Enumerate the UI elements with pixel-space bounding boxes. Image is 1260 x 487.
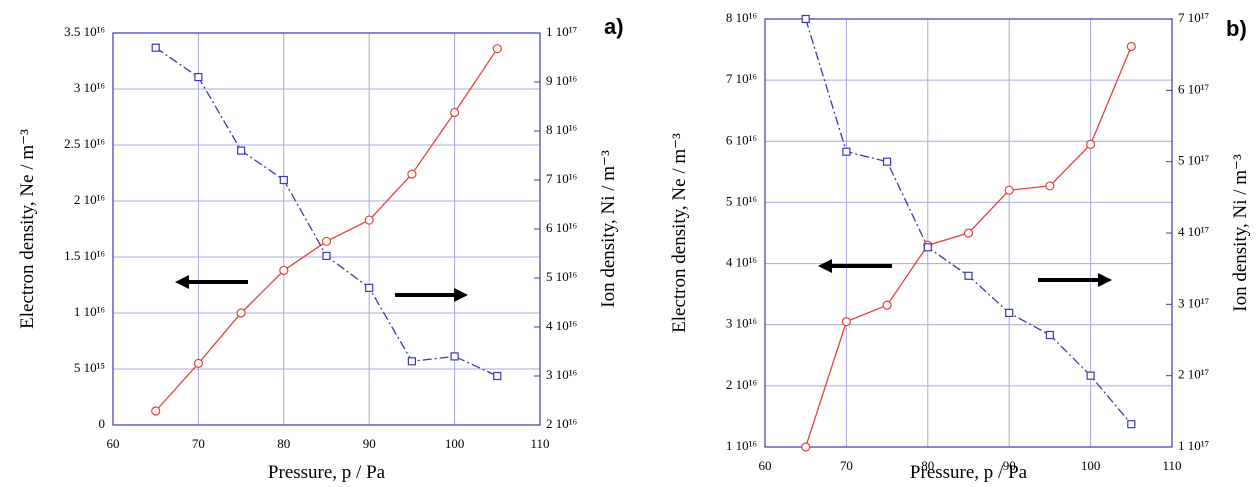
series-line [805,46,1132,448]
square-marker [450,352,459,361]
circle-marker [151,406,161,416]
circle-marker [407,169,417,179]
square-marker [882,157,892,166]
circle-marker [364,215,374,225]
x-tick-label: 90 [363,436,376,451]
x-axis-title: Pressure, p / Pa [268,462,386,483]
square-marker [1127,420,1136,429]
square-marker [1086,371,1095,380]
y2-tick-label: 2 10¹⁶ [546,416,577,431]
circle-marker [1045,181,1055,191]
plot-frame [764,18,1173,448]
y-tick-label: 2 10¹⁶ [726,377,757,392]
square-marker [1045,330,1055,340]
y-tick-label: 1 10¹⁶ [74,304,105,319]
square-marker [322,251,331,261]
series-line [155,48,498,412]
y2-tick-label: 8 10¹⁶ [546,122,577,137]
y-tick-label: 3 10¹⁶ [726,316,757,331]
square-marker [842,147,851,156]
arrow-head [175,275,189,289]
x-tick-label: 110 [1162,458,1181,473]
y2-axis-title: Ion density, Ni / m⁻³ [1230,154,1251,312]
y2-tick-label: 6 10¹⁶ [546,220,577,235]
y-tick-label: 5 10¹⁶ [726,193,757,208]
square-marker [964,271,973,280]
x-tick-label: 70 [192,436,205,451]
x-tick-label: 60 [759,458,772,473]
y2-tick-label: 1 10¹⁷ [546,24,577,39]
y-axis-title: Electron density, Ne / m⁻³ [17,129,38,329]
y-tick-label: 5 10¹⁵ [74,360,105,375]
circle-marker [1126,41,1136,52]
x-tick-label: 100 [445,436,465,451]
y2-tick-label: 7 10¹⁷ [1178,10,1209,25]
y-tick-label: 7 10¹⁶ [726,71,757,86]
circle-marker [450,107,460,118]
y-tick-label: 1 10¹⁶ [726,438,757,453]
arrow-head [1098,273,1112,287]
y2-tick-label: 3 10¹⁷ [1178,295,1209,310]
y-tick-label: 8 10¹⁶ [726,10,757,25]
circle-marker [279,265,289,276]
y-tick-label: 2 10¹⁶ [74,192,105,207]
circle-marker [801,442,811,452]
square-marker [923,243,932,252]
y2-tick-label: 5 10¹⁶ [546,269,577,284]
panel-label: a) [604,14,624,39]
square-marker [151,43,160,52]
circle-marker [882,300,892,310]
y2-tick-label: 5 10¹⁷ [1178,153,1209,168]
circle-marker [1004,185,1014,195]
y-tick-label: 3 10¹⁶ [74,80,105,95]
circle-marker [841,317,852,327]
y-tick-label: 2.5 10¹⁶ [64,136,105,151]
square-marker [407,357,416,366]
y2-axis-title: Ion density, Ni / m⁻³ [598,150,619,308]
y2-tick-label: 4 10¹⁷ [1178,224,1209,239]
circle-marker [193,358,203,368]
y2-tick-label: 4 10¹⁶ [546,318,577,333]
plot-frame [112,32,541,426]
x-tick-label: 90 [1003,458,1016,473]
y2-tick-label: 6 10¹⁷ [1178,81,1209,96]
square-marker [801,14,810,24]
y2-tick-label: 1 10¹⁷ [1178,438,1209,453]
y-axis-title: Electron density, Ne / m⁻³ [669,133,690,333]
x-tick-label: 80 [921,458,934,473]
y-tick-label: 1.5 10¹⁶ [64,248,105,263]
y2-tick-label: 2 10¹⁷ [1178,367,1209,382]
panel-label: b) [1226,16,1247,41]
y-tick-label: 0 [99,416,106,431]
x-tick-label: 100 [1081,458,1101,473]
circle-marker [963,228,974,238]
circle-marker [236,308,246,318]
y-tick-label: 6 10¹⁶ [726,132,757,147]
y2-tick-label: 9 10¹⁶ [546,73,577,88]
square-marker [194,72,203,82]
square-marker [493,371,502,381]
arrow-head [818,259,832,273]
circle-marker [321,236,332,246]
square-marker [1005,308,1014,317]
x-tick-label: 70 [840,458,853,473]
circle-marker [492,44,502,54]
x-tick-label: 110 [530,436,549,451]
x-axis-title: Pressure, p / Pa [910,462,1028,483]
x-tick-label: 80 [277,436,290,451]
square-marker [279,175,288,185]
square-marker [365,283,374,292]
series-line [155,47,498,377]
arrow-head [454,288,468,302]
x-tick-label: 60 [107,436,120,451]
circle-marker [1085,139,1096,149]
y-tick-label: 4 10¹⁶ [726,255,757,270]
y2-tick-label: 3 10¹⁶ [546,367,577,382]
y-tick-label: 3.5 10¹⁶ [64,24,105,39]
square-marker [237,146,246,155]
y2-tick-label: 7 10¹⁶ [546,171,577,186]
